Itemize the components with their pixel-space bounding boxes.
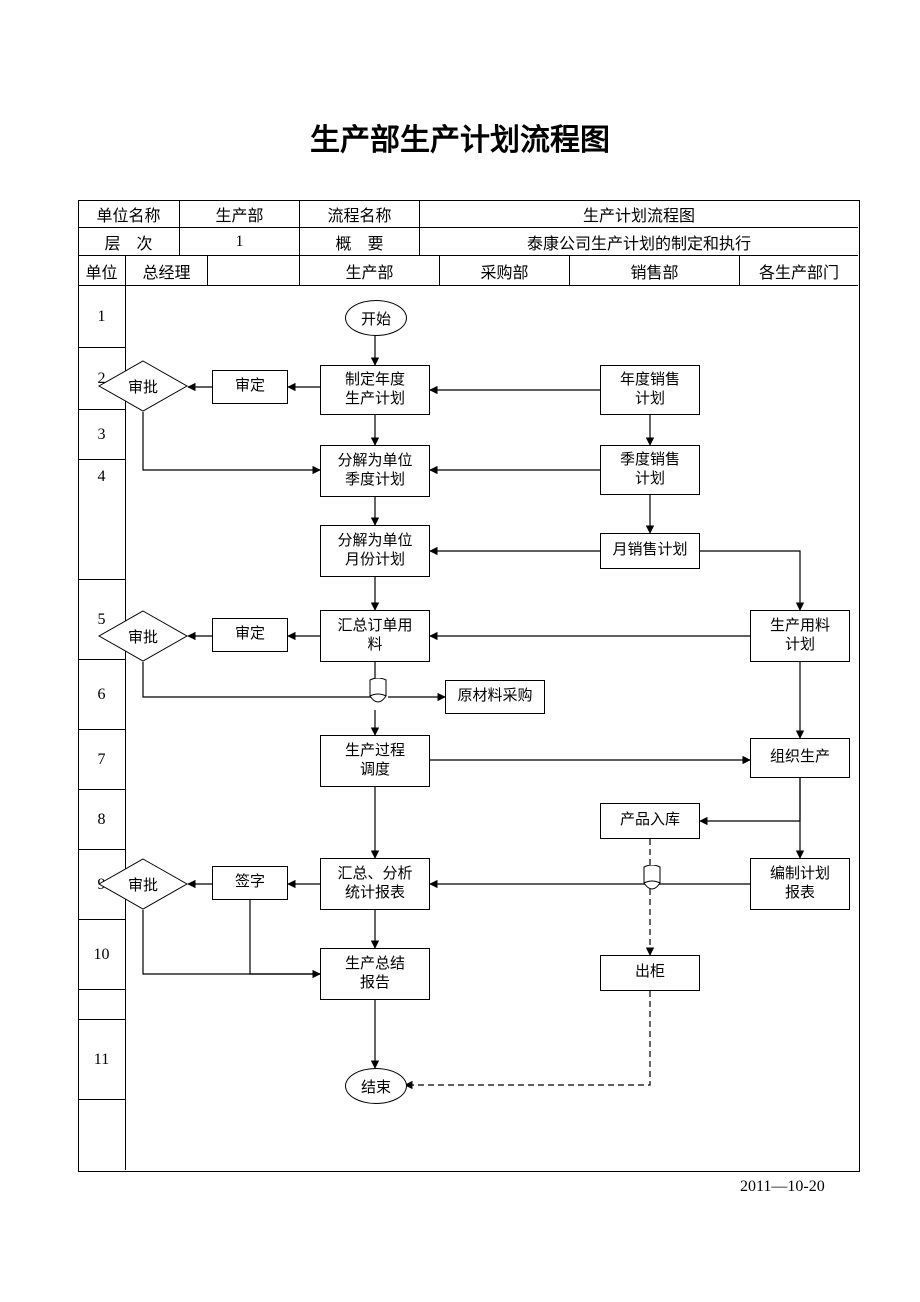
node-label: 审批 bbox=[98, 858, 188, 910]
node-summary: 生产总结报告 bbox=[320, 948, 430, 1000]
node-shenpi-3: 审批 bbox=[98, 858, 188, 910]
col-blank bbox=[208, 256, 300, 286]
node-label: 生产过程调度 bbox=[345, 742, 405, 781]
node-shenpi-1: 审批 bbox=[98, 360, 188, 412]
node-matplan: 生产用料计划 bbox=[750, 610, 850, 662]
row-10: 10 bbox=[78, 920, 126, 990]
diagram-title: 生产部生产计划流程图 bbox=[0, 115, 920, 159]
offpage-connector-icon-2 bbox=[642, 865, 662, 897]
row-12 bbox=[78, 1100, 126, 1170]
hdr-summary-value: 泰康公司生产计划的制定和执行 bbox=[420, 228, 858, 256]
node-shending-2: 审定 bbox=[212, 618, 288, 652]
node-planrep: 编制计划报表 bbox=[750, 858, 850, 910]
node-label: 季度销售计划 bbox=[620, 451, 680, 490]
node-label: 汇总订单用料 bbox=[337, 617, 412, 656]
row-11: 11 bbox=[78, 1020, 126, 1100]
node-label: 生产总结报告 bbox=[345, 955, 405, 994]
date-label: 2011—10-20 bbox=[740, 1178, 825, 1196]
node-label: 审定 bbox=[235, 377, 265, 397]
hdr-summary-label: 概 要 bbox=[300, 228, 420, 256]
row-10b bbox=[78, 990, 126, 1020]
row-4: 4 bbox=[78, 460, 126, 580]
node-sales-year: 年度销售计划 bbox=[600, 365, 700, 415]
node-label: 编制计划报表 bbox=[770, 865, 830, 904]
node-sales-q: 季度销售计划 bbox=[600, 445, 700, 495]
node-label: 审定 bbox=[235, 625, 265, 645]
col-unit: 单位 bbox=[78, 256, 126, 286]
node-shending-1: 审定 bbox=[212, 370, 288, 404]
node-label: 组织生产 bbox=[770, 748, 830, 768]
row-6: 6 bbox=[78, 660, 126, 730]
col-purch: 采购部 bbox=[440, 256, 570, 286]
node-label: 产品入库 bbox=[620, 811, 680, 831]
node-label: 签字 bbox=[235, 873, 265, 893]
page: 生产部生产计划流程图 单位名称 生产部 流程名称 生产计划流程图 层 次 1 概… bbox=[0, 0, 920, 1302]
node-orgprod: 组织生产 bbox=[750, 738, 850, 778]
node-label: 分解为单位月份计划 bbox=[337, 532, 412, 571]
node-huizong: 汇总订单用料 bbox=[320, 610, 430, 662]
row-8: 8 bbox=[78, 790, 126, 850]
node-label: 出柜 bbox=[635, 963, 665, 983]
node-quarter: 分解为单位季度计划 bbox=[320, 445, 430, 497]
node-purchase: 原材料采购 bbox=[445, 680, 545, 714]
hdr-level-label: 层 次 bbox=[78, 228, 180, 256]
node-end: 结束 bbox=[345, 1068, 407, 1104]
offpage-connector-icon bbox=[368, 678, 388, 710]
hdr-procname-value: 生产计划流程图 bbox=[420, 200, 858, 228]
node-stockin: 产品入库 bbox=[600, 803, 700, 839]
hdr-procname-label: 流程名称 bbox=[300, 200, 420, 228]
col-gm: 总经理 bbox=[126, 256, 208, 286]
node-label: 汇总、分析统计报表 bbox=[337, 865, 412, 904]
node-chugui: 出柜 bbox=[600, 955, 700, 991]
hdr-unitname-label: 单位名称 bbox=[78, 200, 180, 228]
row-1: 1 bbox=[78, 286, 126, 348]
node-label: 月销售计划 bbox=[612, 541, 687, 561]
node-label: 审批 bbox=[98, 360, 188, 412]
node-sign: 签字 bbox=[212, 866, 288, 900]
node-shenpi-2: 审批 bbox=[98, 610, 188, 662]
row-7: 7 bbox=[78, 730, 126, 790]
node-start: 开始 bbox=[345, 300, 407, 336]
node-report: 汇总、分析统计报表 bbox=[320, 858, 430, 910]
node-sales-m: 月销售计划 bbox=[600, 533, 700, 569]
col-prod: 生产部 bbox=[300, 256, 440, 286]
hdr-unitname-value: 生产部 bbox=[180, 200, 300, 228]
col-sales: 销售部 bbox=[570, 256, 740, 286]
node-label: 生产用料计划 bbox=[770, 617, 830, 656]
node-sched: 生产过程调度 bbox=[320, 735, 430, 787]
row-3: 3 bbox=[78, 410, 126, 460]
node-month: 分解为单位月份计划 bbox=[320, 525, 430, 577]
node-label: 制定年度生产计划 bbox=[345, 371, 405, 410]
node-label: 分解为单位季度计划 bbox=[337, 452, 412, 491]
node-annual-plan: 制定年度生产计划 bbox=[320, 365, 430, 415]
node-label: 原材料采购 bbox=[457, 687, 532, 707]
node-label: 审批 bbox=[98, 610, 188, 662]
col-depts: 各生产部门 bbox=[740, 256, 858, 286]
node-label: 年度销售计划 bbox=[620, 371, 680, 410]
hdr-level-value: 1 bbox=[180, 228, 300, 256]
